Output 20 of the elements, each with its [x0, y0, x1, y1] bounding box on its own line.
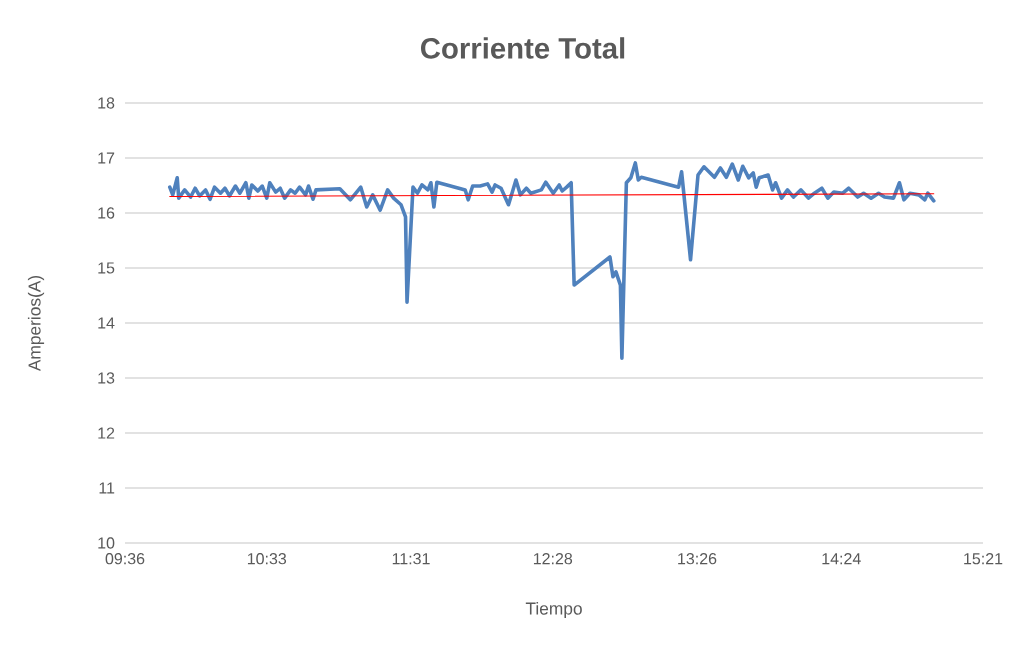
y-tick-label: 10	[98, 537, 115, 549]
x-tick-label: 09:36	[105, 553, 145, 565]
x-tick-label: 14:24	[822, 553, 861, 565]
y-tick-label: 12	[98, 427, 115, 439]
y-tick-label: 14	[98, 317, 115, 329]
y-tick-label: 18	[98, 97, 115, 109]
y-tick-label: 16	[98, 207, 115, 219]
x-tick-label: 10:33	[247, 553, 287, 565]
y-axis-title: Amperios(A)	[27, 275, 45, 372]
y-tick-label: 11	[99, 482, 115, 494]
y-tick-label: 17	[98, 152, 115, 164]
x-tick-label: 11:31	[392, 553, 430, 565]
chart-title: Corriente Total	[421, 37, 625, 59]
line-series	[167, 161, 936, 360]
x-tick-label: 15:21	[964, 553, 1003, 565]
y-tick-label: 15	[98, 262, 115, 274]
x-axis-title: Tiempo	[525, 601, 582, 619]
y-tick-label: 13	[98, 372, 115, 384]
x-tick-label: 13:26	[678, 553, 717, 565]
x-tick-label: 12:28	[533, 553, 573, 565]
